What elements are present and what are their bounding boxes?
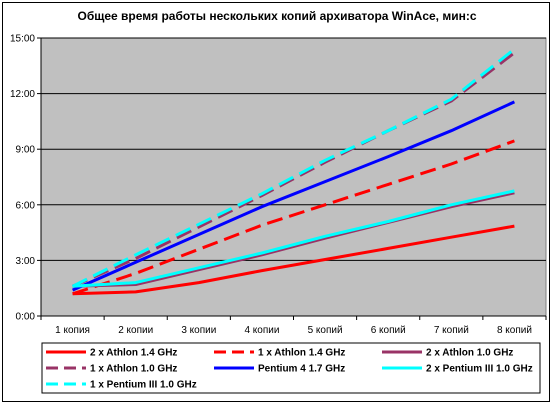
series-line-7	[71, 47, 516, 288]
legend-label: 1 x Athlon 1.0 GHz	[90, 364, 177, 375]
chart-title: Общее время работы нескольких копий архи…	[77, 9, 476, 23]
legend-label: 2 x Athlon 1.0 GHz	[426, 348, 513, 359]
legend-box	[41, 342, 541, 394]
x-tick-label: 6 копий	[371, 325, 406, 336]
series-line-4	[71, 51, 516, 288]
x-tick-label: 4 копии	[244, 325, 279, 336]
series-line-1	[72, 224, 515, 296]
y-tick-label: 12:00	[10, 89, 35, 100]
y-tick-label: 15:00	[10, 34, 35, 45]
series-line-3	[72, 191, 515, 288]
legend-label: Pentium 4 1.7 GHz	[258, 364, 345, 375]
legend-label: 2 x Pentium III 1.0 GHz	[426, 364, 533, 375]
legend-item: 2 x Athlon 1.4 GHz	[46, 348, 177, 359]
series-line-5	[71, 100, 516, 292]
legend-item: 2 x Pentium III 1.0 GHz	[382, 364, 533, 375]
legend-label: 2 x Athlon 1.4 GHz	[90, 348, 177, 359]
x-tick-label: 7 копий	[434, 325, 469, 336]
legend-item: 2 x Athlon 1.0 GHz	[382, 348, 513, 359]
legend-label: 1 x Athlon 1.4 GHz	[258, 348, 345, 359]
x-tick-label: 3 копии	[181, 325, 216, 336]
y-tick-label: 9:00	[16, 145, 36, 156]
x-axis-ticks: 1 копия 2 копии 3 копии 4 копии 5 копий 6 коп…	[40, 316, 547, 336]
x-tick-label: 2 копии	[118, 325, 153, 336]
plot-area	[40, 37, 547, 317]
plot-background	[40, 37, 547, 317]
x-tick-label: 1 копия	[55, 325, 90, 336]
y-tick-label: 0:00	[16, 312, 36, 323]
legend: 2 x Athlon 1.4 GHz 1 x Athlon 1.4 GHz 2 x …	[41, 342, 541, 394]
x-tick-label: 8 копий	[497, 325, 532, 336]
series-line-6	[72, 189, 515, 288]
series-line-2	[72, 139, 515, 296]
legend-item: 1 x Athlon 1.0 GHz	[46, 364, 177, 375]
y-axis-ticks: 0:00 3:00 6:00 9:00 12:00 15:00	[10, 34, 41, 323]
legend-item: Pentium 4 1.7 GHz	[214, 364, 345, 375]
y-tick-label: 3:00	[16, 256, 36, 267]
legend-item: 1 x Pentium III 1.0 GHz	[46, 380, 197, 391]
y-tick-label: 6:00	[16, 200, 36, 211]
legend-label: 1 x Pentium III 1.0 GHz	[90, 380, 197, 391]
legend-item: 1 x Athlon 1.4 GHz	[214, 348, 345, 359]
x-tick-label: 5 копий	[308, 325, 343, 336]
